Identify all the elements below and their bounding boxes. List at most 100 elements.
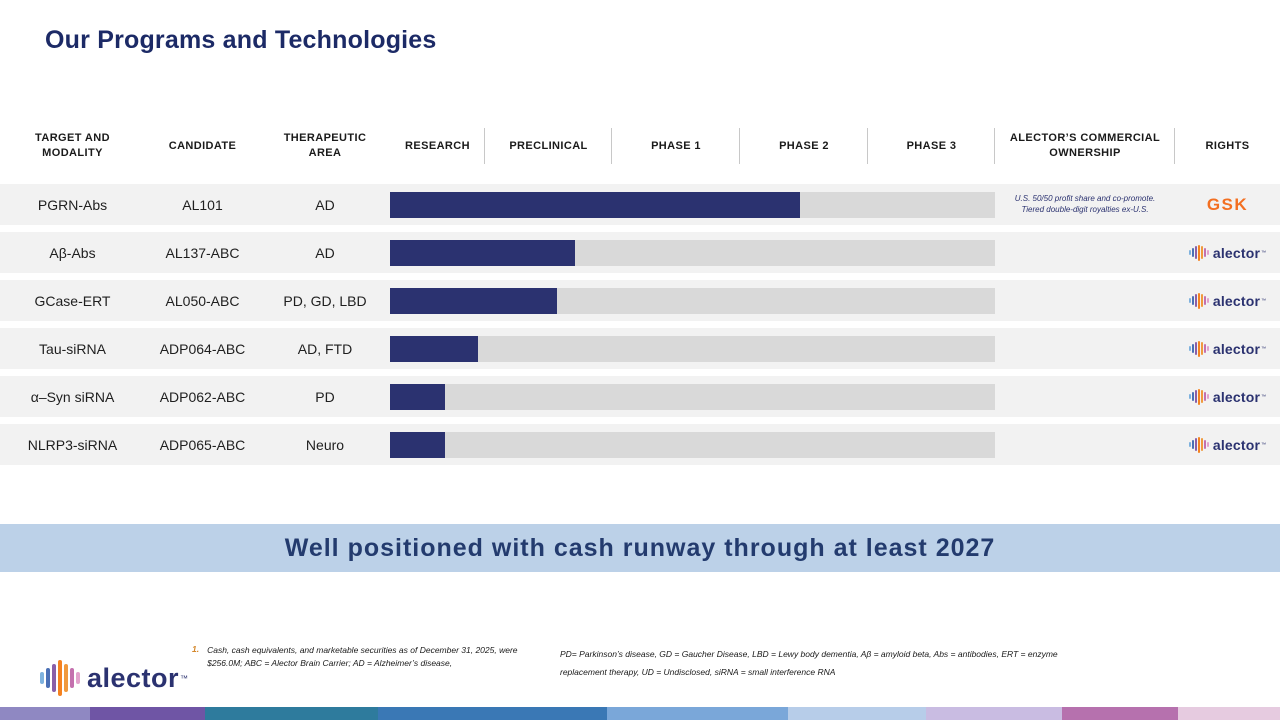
alector-wordmark: alector (1212, 292, 1261, 309)
therapeutic-area: PD, GD, LBD (283, 292, 367, 309)
footnote-2: PD= Parkinson’s disease, GD = Gaucher Di… (560, 644, 1080, 680)
alector-wordmark: alector (1212, 436, 1261, 453)
table-row: α–Syn siRNA ADP062-ABC PD alector ™ (0, 376, 1280, 417)
header-research: RESEARCH (390, 108, 485, 184)
page-title: Our Programs and Technologies (45, 26, 437, 54)
strip-segment (926, 707, 1062, 720)
therapeutic-area: AD (315, 196, 335, 213)
rights-cell: alector ™ (1175, 328, 1280, 369)
candidate: ADP062-ABC (159, 388, 246, 405)
table-row: NLRP3-siRNA ADP065-ABC Neuro alector ™ (0, 424, 1280, 465)
alector-wordmark: alector (87, 662, 180, 693)
alector-waveform-icon (1188, 292, 1209, 309)
candidate: AL137-ABC (165, 244, 240, 261)
alector-logo: alector ™ (1188, 244, 1267, 261)
header-phase-3: PHASE 3 (868, 108, 995, 184)
rights-cell: alector ™ (1175, 376, 1280, 417)
footnote-1-text: Cash, cash equivalents, and marketable s… (207, 645, 518, 669)
phase-progress-bar (390, 376, 995, 417)
table-row: Tau-siRNA ADP064-ABC AD, FTD alector ™ (0, 328, 1280, 369)
footnote-marker: 1. (192, 644, 200, 654)
phase-progress-bar (390, 424, 995, 465)
bar-fill (390, 335, 478, 362)
target-and-modality: NLRP3-siRNA (27, 436, 118, 453)
bar-track (390, 335, 995, 362)
commercial-ownership-note: U.S. 50/50 profit share and co-promote. … (1014, 193, 1156, 214)
banner-text: Well positioned with cash runway through… (284, 533, 996, 562)
bar-fill (390, 383, 446, 410)
alector-footer-logo: alector ™ (40, 660, 188, 696)
header-target-and-modality: TARGET AND MODALITY (35, 132, 110, 159)
commercial-ownership-note (995, 328, 1175, 369)
strip-segment (90, 707, 205, 720)
strip-segment (205, 707, 378, 720)
rights-cell: alector ™ (1175, 424, 1280, 465)
commercial-ownership-note (995, 232, 1175, 273)
header-phase-2: PHASE 2 (740, 108, 868, 184)
commercial-ownership-note (995, 376, 1175, 417)
gsk-logo: GSK (1206, 194, 1249, 214)
alector-waveform-icon (40, 660, 80, 696)
phase-progress-bar (390, 328, 995, 369)
strip-segment (0, 707, 90, 720)
pipeline-table: TARGET AND MODALITY CANDIDATE THERAPEUTI… (0, 108, 1280, 472)
alector-wordmark: alector (1212, 244, 1261, 261)
cash-runway-banner: Well positioned with cash runway through… (0, 524, 1280, 572)
bar-track (390, 383, 995, 410)
therapeutic-area: PD (315, 388, 335, 405)
trademark-mark: ™ (1261, 249, 1267, 256)
therapeutic-area: Neuro (305, 436, 345, 453)
strip-segment (1178, 707, 1280, 720)
header-rights: RIGHTS (1205, 139, 1250, 152)
table-header-row: TARGET AND MODALITY CANDIDATE THERAPEUTI… (0, 108, 1280, 184)
trademark-mark: ™ (1261, 393, 1267, 400)
target-and-modality: Aβ-Abs (49, 244, 96, 261)
footnote-2-text: PD= Parkinson’s disease, GD = Gaucher Di… (560, 649, 1058, 677)
footer-color-strip (0, 707, 1280, 720)
strip-segment (788, 707, 926, 720)
rights-cell: alector ™ (1175, 280, 1280, 321)
header-candidate: CANDIDATE (168, 139, 237, 152)
target-and-modality: GCase-ERT (34, 292, 111, 309)
alector-waveform-icon (1188, 388, 1209, 405)
footnote-1: 1. Cash, cash equivalents, and marketabl… (192, 644, 522, 670)
alector-wordmark: alector (1212, 388, 1261, 405)
strip-segment (607, 707, 788, 720)
therapeutic-area: AD, FTD (297, 340, 353, 357)
bar-track (390, 431, 995, 458)
alector-waveform-icon (1188, 436, 1209, 453)
rights-cell: GSK (1175, 184, 1280, 225)
table-row: PGRN-Abs AL101 AD U.S. 50/50 profit shar… (0, 184, 1280, 225)
bar-fill (390, 431, 446, 458)
alector-logo: alector ™ (1188, 340, 1267, 357)
bar-fill (390, 191, 801, 218)
alector-logo: alector ™ (1188, 436, 1267, 453)
header-preclinical: PRECLINICAL (485, 108, 612, 184)
candidate: ADP065-ABC (159, 436, 246, 453)
bar-track (390, 191, 995, 218)
phase-progress-bar (390, 184, 995, 225)
trademark-mark: ™ (1261, 297, 1267, 304)
header-commercial-ownership: ALECTOR’S COMMERCIAL OWNERSHIP (995, 108, 1175, 184)
alector-waveform-icon (1188, 340, 1209, 357)
strip-segment (1062, 707, 1178, 720)
table-row: GCase-ERT AL050-ABC PD, GD, LBD alector ™ (0, 280, 1280, 321)
bar-fill (390, 239, 576, 266)
candidate: AL101 (182, 196, 223, 213)
target-and-modality: α–Syn siRNA (30, 388, 115, 405)
rights-cell: alector ™ (1175, 232, 1280, 273)
trademark-mark: ™ (1261, 441, 1267, 448)
bar-track (390, 239, 995, 266)
candidate: AL050-ABC (165, 292, 240, 309)
trademark-mark: ™ (180, 673, 189, 683)
bar-fill (390, 287, 557, 314)
table-row: Aβ-Abs AL137-ABC AD alector ™ (0, 232, 1280, 273)
candidate: ADP064-ABC (159, 340, 246, 357)
alector-waveform-icon (1188, 244, 1209, 261)
therapeutic-area: AD (315, 244, 335, 261)
header-therapeutic-area: THERAPEUTIC AREA (283, 132, 367, 159)
commercial-ownership-note (995, 280, 1175, 321)
strip-segment (378, 707, 607, 720)
trademark-mark: ™ (1261, 345, 1267, 352)
